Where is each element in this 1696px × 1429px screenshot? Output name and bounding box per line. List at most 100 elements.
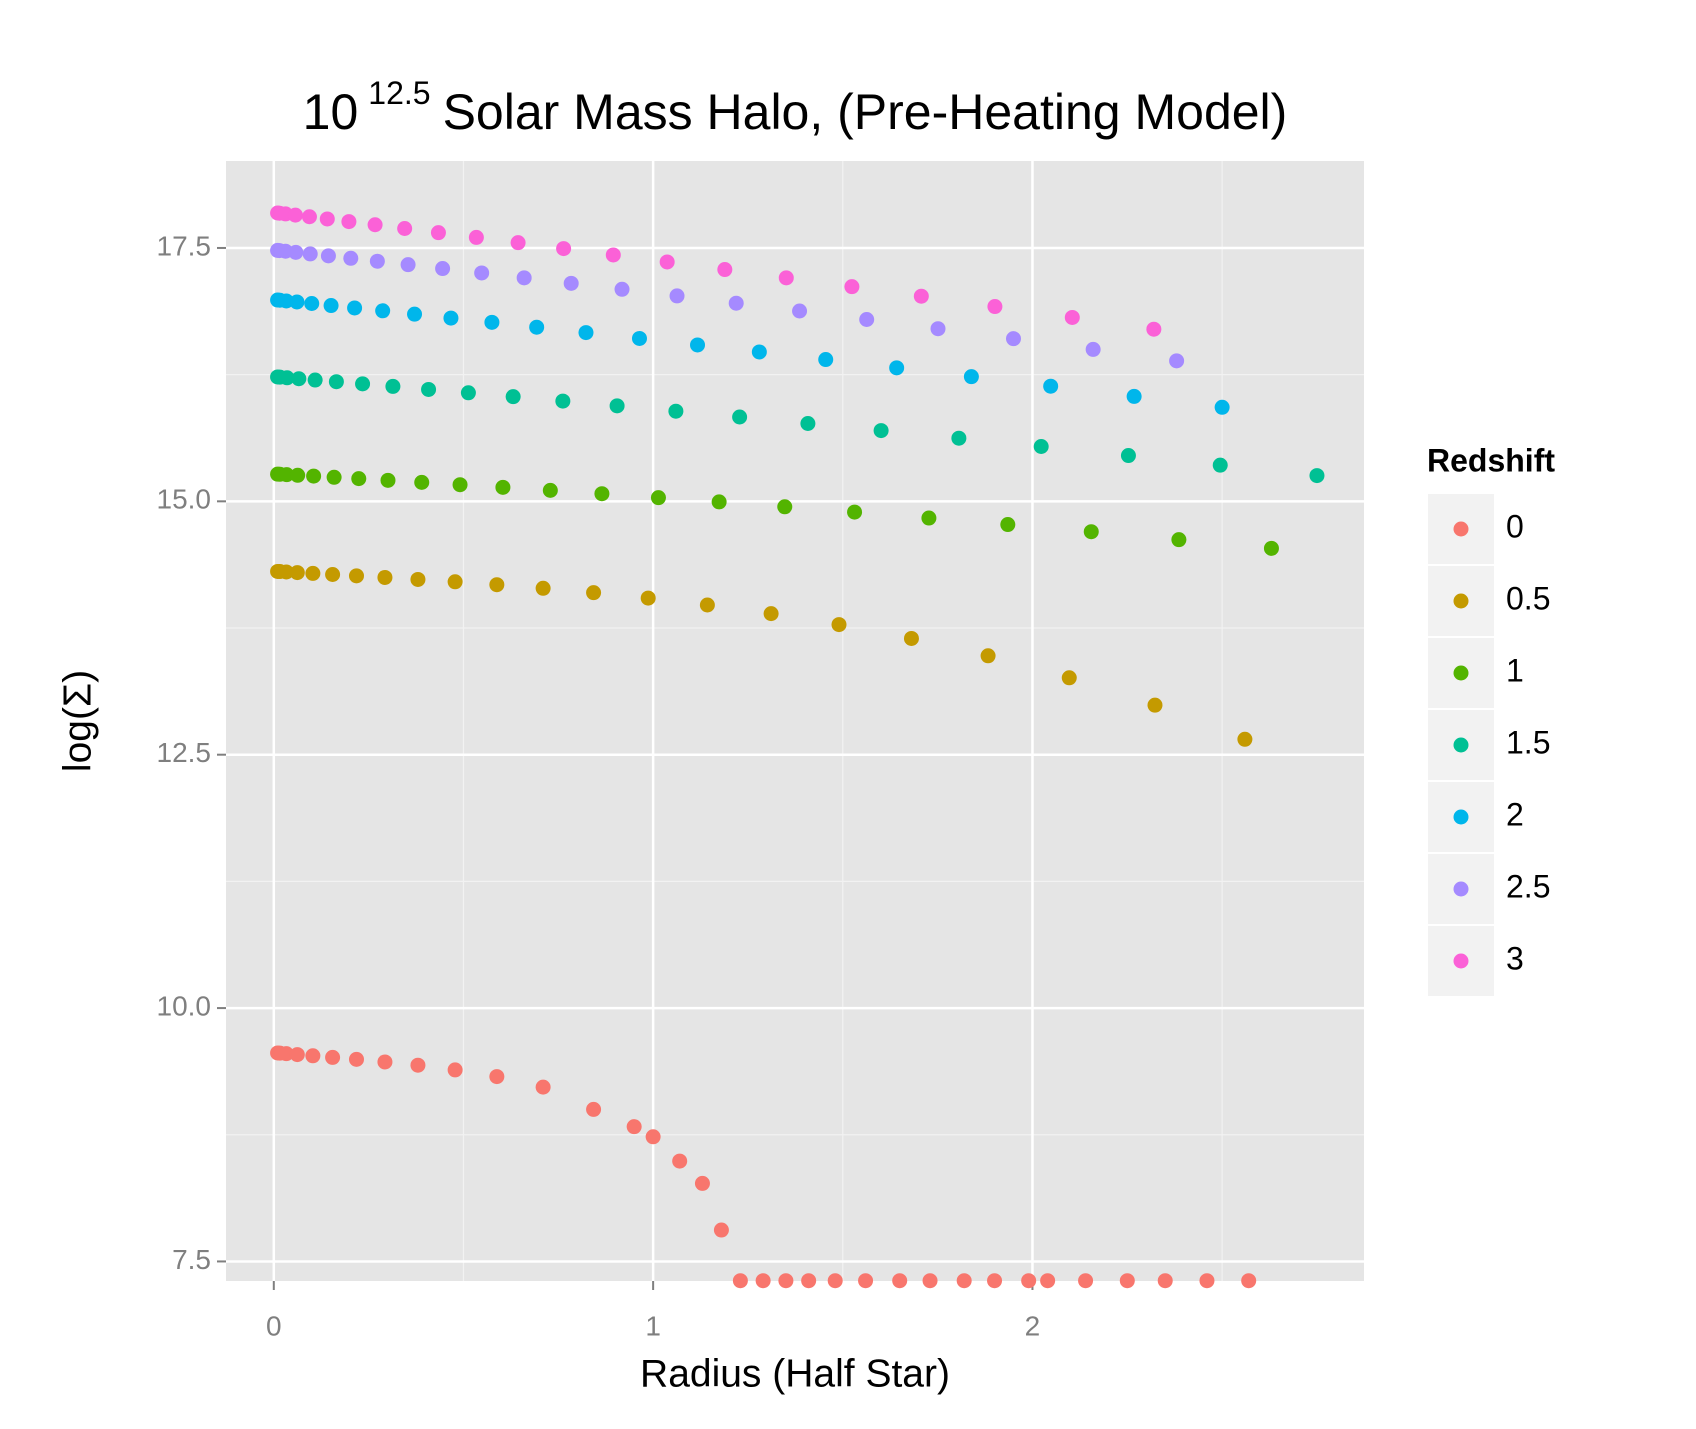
legend-key — [1426, 492, 1496, 566]
data-point — [713, 1222, 729, 1238]
data-point — [289, 1047, 305, 1063]
legend-label: 0 — [1506, 508, 1524, 544]
data-point — [407, 306, 423, 322]
data-point — [1119, 1273, 1135, 1289]
data-point — [586, 1101, 602, 1117]
data-point — [1241, 1273, 1257, 1289]
data-point — [732, 1273, 748, 1289]
title-exponent: 12.5 — [368, 75, 430, 111]
data-point — [778, 270, 794, 286]
data-point — [505, 389, 521, 405]
data-point — [495, 479, 511, 495]
data-point — [447, 574, 463, 590]
data-point — [626, 1119, 642, 1135]
y-tick-label: 15.0 — [157, 484, 212, 515]
data-point — [650, 490, 666, 506]
data-point — [341, 214, 357, 230]
x-tick-label: 2 — [1025, 1310, 1041, 1341]
data-point — [421, 381, 437, 397]
data-point — [728, 295, 744, 311]
data-point — [631, 330, 647, 346]
data-point — [951, 430, 967, 446]
legend-label: 0.5 — [1506, 580, 1550, 616]
data-point — [289, 565, 305, 581]
title-text: Solar Mass Halo, (Pre-Heating Model) — [443, 84, 1288, 140]
data-point — [1309, 468, 1325, 484]
data-point — [305, 1048, 321, 1064]
data-point — [668, 403, 684, 419]
data-point — [447, 1062, 463, 1078]
data-point — [1083, 524, 1099, 540]
data-point — [1212, 457, 1228, 473]
data-point — [818, 352, 834, 368]
data-point — [326, 469, 342, 485]
data-point — [489, 1069, 505, 1085]
data-point — [563, 275, 579, 291]
title-base: 10 — [303, 84, 359, 140]
data-point — [1237, 731, 1253, 747]
data-point — [400, 257, 416, 273]
data-point — [717, 262, 733, 278]
data-point — [694, 1175, 710, 1191]
data-point — [290, 467, 306, 483]
data-point — [903, 630, 919, 646]
legend-label: 1 — [1506, 652, 1524, 688]
data-point — [922, 1273, 938, 1289]
data-point — [956, 1273, 972, 1289]
y-tick-label: 12.5 — [157, 737, 212, 768]
data-point — [847, 504, 863, 520]
data-point — [1085, 341, 1101, 357]
data-point — [1214, 399, 1230, 415]
data-point — [516, 270, 532, 286]
data-point — [1040, 1273, 1056, 1289]
data-point — [1171, 532, 1187, 548]
data-point — [529, 319, 545, 335]
data-point — [474, 265, 490, 281]
data-point — [307, 372, 323, 388]
data-point — [369, 253, 385, 269]
data-point — [323, 298, 339, 314]
data-point — [763, 606, 779, 622]
data-point — [328, 374, 344, 390]
data-point — [921, 510, 937, 526]
data-point — [414, 474, 430, 490]
data-point — [355, 376, 371, 392]
legend-label: 2 — [1506, 796, 1524, 832]
data-point — [489, 577, 505, 593]
data-point — [319, 211, 335, 227]
data-point — [377, 1054, 393, 1070]
data-point — [1199, 1273, 1215, 1289]
data-point — [605, 247, 621, 263]
data-point — [1263, 540, 1279, 556]
data-point — [669, 288, 685, 304]
data-point — [844, 279, 860, 295]
data-point — [289, 294, 305, 310]
data-point — [304, 295, 320, 311]
legend-marker — [1453, 737, 1469, 753]
legend-marker — [1453, 593, 1469, 609]
x-axis-title: Radius (Half Star) — [640, 1352, 950, 1395]
data-point — [858, 1273, 874, 1289]
legend-marker — [1453, 809, 1469, 825]
data-point — [578, 325, 594, 341]
data-point — [930, 321, 946, 337]
legend-marker — [1453, 521, 1469, 537]
data-point — [484, 314, 500, 330]
data-point — [306, 468, 322, 484]
data-point — [892, 1273, 908, 1289]
data-point — [827, 1273, 843, 1289]
data-point — [348, 1051, 364, 1067]
data-point — [443, 310, 459, 326]
data-point — [555, 393, 571, 409]
data-point — [1078, 1273, 1094, 1289]
data-point — [751, 344, 767, 360]
legend-label: 1.5 — [1506, 724, 1550, 760]
legend-marker — [1453, 881, 1469, 897]
y-tick-label: 17.5 — [157, 230, 212, 261]
data-point — [800, 415, 816, 431]
data-point — [645, 1129, 661, 1145]
plot-panel — [226, 161, 1364, 1281]
data-point — [291, 371, 307, 387]
data-point — [987, 299, 1003, 315]
